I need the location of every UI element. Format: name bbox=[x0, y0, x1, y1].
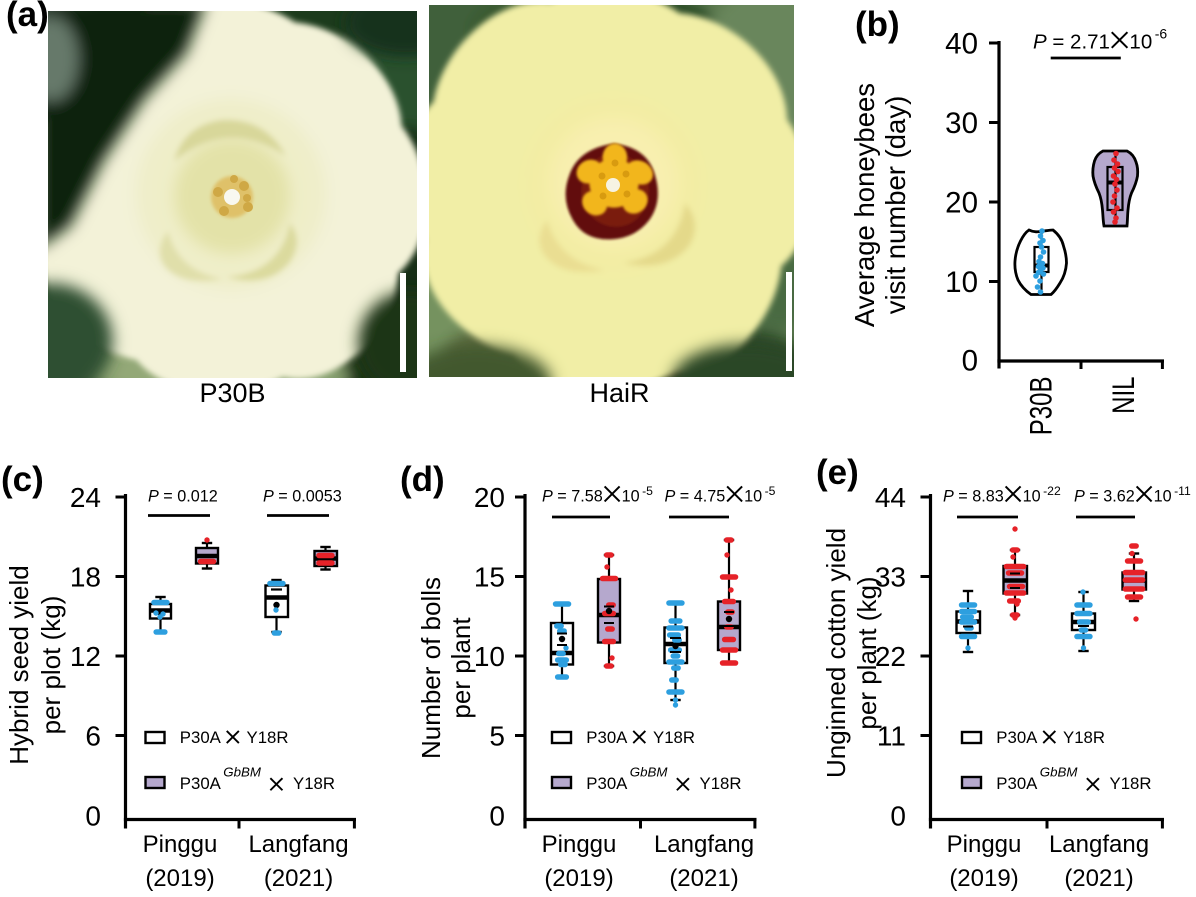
svg-text:(2019): (2019) bbox=[949, 865, 1018, 892]
svg-text:Average honeybees: Average honeybees bbox=[850, 83, 880, 327]
svg-text:5: 5 bbox=[489, 721, 505, 752]
svg-text:-22: -22 bbox=[1043, 484, 1061, 498]
svg-text:P30A: P30A bbox=[180, 728, 222, 747]
svg-text:15: 15 bbox=[474, 562, 505, 593]
svg-text:NIL: NIL bbox=[1106, 377, 1141, 414]
svg-text:Langfang: Langfang bbox=[1049, 831, 1149, 858]
svg-text:-5: -5 bbox=[642, 484, 653, 498]
svg-text:0: 0 bbox=[85, 801, 101, 832]
svg-text:GbBM: GbBM bbox=[223, 764, 262, 779]
svg-text:P = 2.71: P = 2.71 bbox=[1033, 30, 1110, 53]
svg-text:P = 0.012: P = 0.012 bbox=[148, 487, 218, 505]
svg-text:visit number (day): visit number (day) bbox=[880, 96, 911, 315]
svg-text:per plant: per plant bbox=[446, 617, 476, 719]
svg-text:10: 10 bbox=[1023, 487, 1041, 505]
svg-text:10: 10 bbox=[474, 641, 505, 672]
svg-text:P30A: P30A bbox=[586, 728, 628, 747]
svg-text:Number of bolls: Number of bolls bbox=[416, 577, 446, 759]
svg-text:10: 10 bbox=[622, 487, 640, 505]
svg-text:(2019): (2019) bbox=[145, 865, 214, 892]
svg-text:(2019): (2019) bbox=[544, 865, 613, 892]
svg-text:Y18R: Y18R bbox=[700, 774, 742, 793]
svg-text:0: 0 bbox=[890, 801, 906, 832]
svg-text:Y18R: Y18R bbox=[1063, 728, 1105, 747]
svg-text:22: 22 bbox=[875, 641, 906, 672]
svg-text:Y18R: Y18R bbox=[653, 728, 695, 747]
svg-text:30: 30 bbox=[945, 107, 978, 140]
svg-text:Hybrid seed yield: Hybrid seed yield bbox=[4, 565, 34, 764]
svg-text:20: 20 bbox=[945, 187, 978, 220]
svg-text:Pinggu: Pinggu bbox=[947, 831, 1022, 858]
svg-text:-5: -5 bbox=[765, 484, 776, 498]
svg-text:Y18R: Y18R bbox=[247, 728, 289, 747]
svg-text:P = 3.62: P = 3.62 bbox=[1074, 487, 1135, 505]
svg-text:Pinggu: Pinggu bbox=[542, 831, 617, 858]
svg-text:P = 4.75: P = 4.75 bbox=[665, 487, 726, 505]
svg-text:GbBM: GbBM bbox=[630, 764, 669, 779]
svg-text:11: 11 bbox=[877, 721, 906, 752]
svg-text:P30A: P30A bbox=[996, 774, 1038, 793]
svg-text:per plot (kg): per plot (kg) bbox=[36, 596, 66, 735]
svg-text:Langfang: Langfang bbox=[248, 831, 348, 858]
svg-text:24: 24 bbox=[70, 482, 101, 513]
svg-text:P = 0.0053: P = 0.0053 bbox=[263, 487, 342, 505]
svg-text:(2021): (2021) bbox=[264, 865, 333, 892]
svg-text:per plant (kg): per plant (kg) bbox=[852, 576, 882, 729]
svg-text:-6: -6 bbox=[1155, 26, 1168, 42]
svg-text:0: 0 bbox=[962, 345, 978, 378]
svg-text:40: 40 bbox=[945, 28, 978, 61]
svg-text:10: 10 bbox=[744, 487, 762, 505]
svg-text:Y18R: Y18R bbox=[1110, 774, 1152, 793]
svg-text:P = 8.83: P = 8.83 bbox=[943, 487, 1004, 505]
svg-text:Pinggu: Pinggu bbox=[143, 831, 218, 858]
svg-text:44: 44 bbox=[875, 482, 906, 513]
svg-text:GbBM: GbBM bbox=[1040, 764, 1079, 779]
svg-text:P30A: P30A bbox=[180, 774, 222, 793]
svg-text:(2021): (2021) bbox=[669, 865, 738, 892]
svg-text:P30A: P30A bbox=[586, 774, 628, 793]
svg-text:18: 18 bbox=[70, 562, 101, 593]
svg-text:P30B: P30B bbox=[1023, 377, 1058, 436]
svg-text:12: 12 bbox=[70, 641, 101, 672]
svg-text:Y18R: Y18R bbox=[293, 774, 335, 793]
svg-text:(2021): (2021) bbox=[1064, 865, 1133, 892]
svg-text:P30A: P30A bbox=[996, 728, 1038, 747]
svg-text:6: 6 bbox=[85, 721, 101, 752]
svg-text:Langfang: Langfang bbox=[654, 831, 754, 858]
svg-text:10: 10 bbox=[1129, 30, 1152, 53]
svg-text:P = 7.58: P = 7.58 bbox=[542, 487, 603, 505]
svg-text:33: 33 bbox=[875, 562, 906, 593]
svg-text:10: 10 bbox=[1154, 487, 1172, 505]
svg-text:10: 10 bbox=[945, 266, 978, 299]
svg-text:Unginned cotton yield: Unginned cotton yield bbox=[821, 528, 851, 778]
svg-text:-11: -11 bbox=[1174, 484, 1191, 498]
svg-text:20: 20 bbox=[474, 482, 505, 513]
svg-text:0: 0 bbox=[489, 801, 505, 832]
